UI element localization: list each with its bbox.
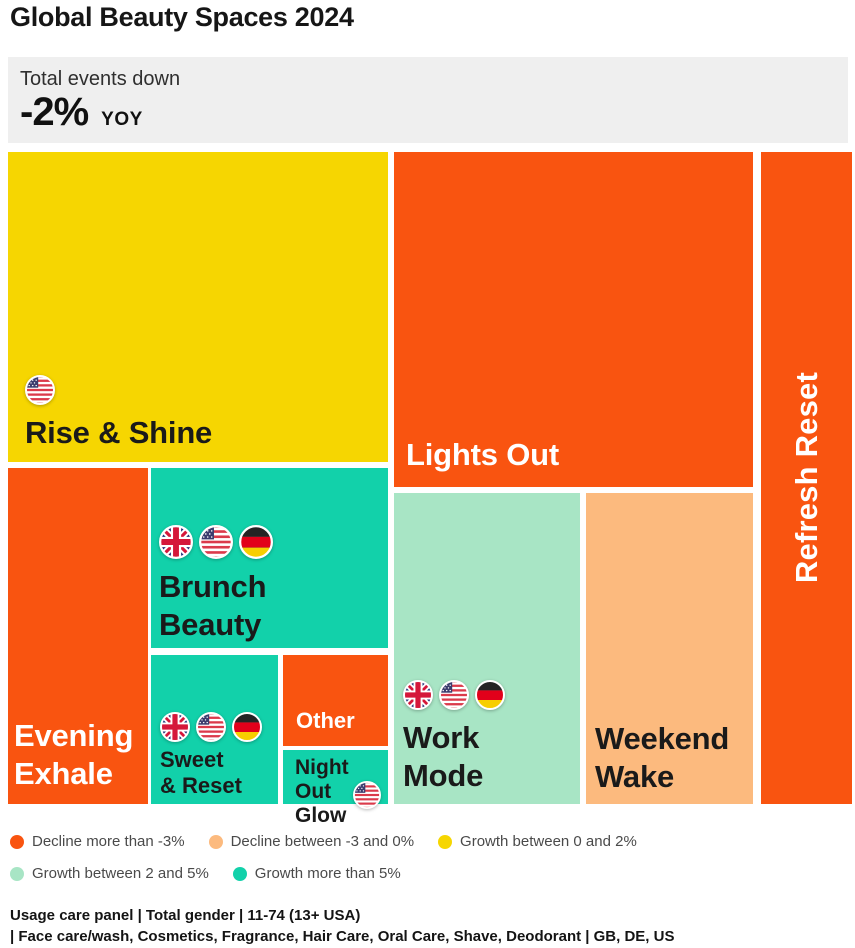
uk-flag-icon bbox=[159, 525, 193, 559]
us-flag-icon bbox=[25, 375, 55, 405]
us-flag-icon bbox=[353, 781, 381, 809]
germany-flag-icon bbox=[475, 680, 505, 710]
flag-row bbox=[160, 712, 262, 742]
banner-label: Total events down bbox=[20, 68, 181, 90]
legend-row: Decline more than -3% Decline between -3… bbox=[10, 833, 637, 850]
legend-item-growth-0-2: Growth between 0 and 2% bbox=[438, 833, 637, 850]
tile-label: Rise & Shine bbox=[25, 414, 213, 450]
flag-row bbox=[403, 680, 505, 710]
tile-rise-and-shine: Rise & Shine bbox=[8, 152, 388, 462]
uk-flag-icon bbox=[403, 680, 433, 710]
tile-night-out-glow: Night Out Glow bbox=[283, 750, 388, 827]
legend-dot bbox=[10, 866, 24, 881]
footnote-line-1: Usage care panel | Total gender | 11-74 … bbox=[10, 907, 361, 924]
legend-label: Growth between 2 and 5% bbox=[32, 865, 209, 882]
tile-label: Other bbox=[296, 708, 355, 734]
legend: Decline more than -3% Decline between -3… bbox=[10, 833, 637, 882]
legend-label: Decline more than -3% bbox=[32, 833, 185, 850]
tile-label: Sweet & Reset bbox=[160, 747, 242, 799]
legend-dot bbox=[232, 866, 247, 881]
tile-label: Brunch Beauty bbox=[159, 569, 267, 642]
banner-suffix: YOY bbox=[101, 109, 143, 130]
tile-sweet-and-reset: Sweet & Reset bbox=[151, 655, 278, 804]
tile-label: Refresh Reset bbox=[788, 372, 824, 584]
legend-dot bbox=[208, 834, 223, 849]
legend-row: Growth between 2 and 5% Growth more than… bbox=[10, 865, 637, 882]
us-flag-icon bbox=[199, 525, 233, 559]
legend-label: Decline between -3 and 0% bbox=[230, 833, 415, 850]
us-flag-icon bbox=[439, 680, 469, 710]
uk-flag-icon bbox=[160, 712, 190, 742]
page-title: Global Beauty Spaces 2024 bbox=[10, 2, 354, 32]
treemap: Rise & Shine Lights Out Refresh Reset Ev… bbox=[8, 152, 852, 827]
legend-label: Growth more than 5% bbox=[254, 865, 401, 882]
legend-item-growth-2-5: Growth between 2 and 5% bbox=[10, 865, 209, 882]
legend-dot bbox=[438, 834, 453, 849]
footnote-line-2: | Face care/wash, Cosmetics, Fragrance, … bbox=[10, 928, 675, 945]
tile-label: Evening Exhale bbox=[14, 718, 134, 791]
tile-label: Weekend Wake bbox=[595, 721, 730, 794]
source-footnote: Usage care panel | Total gender | 11-74 … bbox=[10, 905, 674, 947]
tile-label: Work Mode bbox=[403, 720, 484, 793]
tile-evening-exhale: Evening Exhale bbox=[8, 468, 148, 804]
germany-flag-icon bbox=[239, 525, 273, 559]
flag-row bbox=[353, 781, 381, 814]
tile-weekend-wake: Weekend Wake bbox=[586, 493, 753, 804]
legend-item-growth-more-5: Growth more than 5% bbox=[232, 865, 401, 882]
legend-item-decline-more-3: Decline more than -3% bbox=[10, 833, 185, 850]
tile-refresh-reset: Refresh Reset bbox=[761, 152, 852, 804]
tile-other: Other bbox=[283, 655, 388, 746]
tile-lights-out: Lights Out bbox=[394, 152, 753, 487]
legend-item-decline-0-3: Decline between -3 and 0% bbox=[208, 833, 415, 850]
legend-dot bbox=[10, 834, 24, 849]
us-flag-icon bbox=[196, 712, 226, 742]
tile-brunch-beauty: Brunch Beauty bbox=[151, 468, 388, 648]
germany-flag-icon bbox=[232, 712, 262, 742]
flag-row bbox=[159, 525, 273, 559]
legend-label: Growth between 0 and 2% bbox=[460, 833, 637, 850]
summary-banner: Total events down -2% YOY bbox=[8, 57, 848, 143]
banner-value-row: -2% YOY bbox=[20, 91, 848, 133]
flag-row bbox=[25, 375, 55, 405]
tile-work-mode: Work Mode bbox=[394, 493, 580, 804]
tile-label: Lights Out bbox=[406, 436, 559, 472]
tile-label: Night Out Glow bbox=[295, 756, 349, 828]
banner-value: -2% bbox=[20, 90, 89, 134]
